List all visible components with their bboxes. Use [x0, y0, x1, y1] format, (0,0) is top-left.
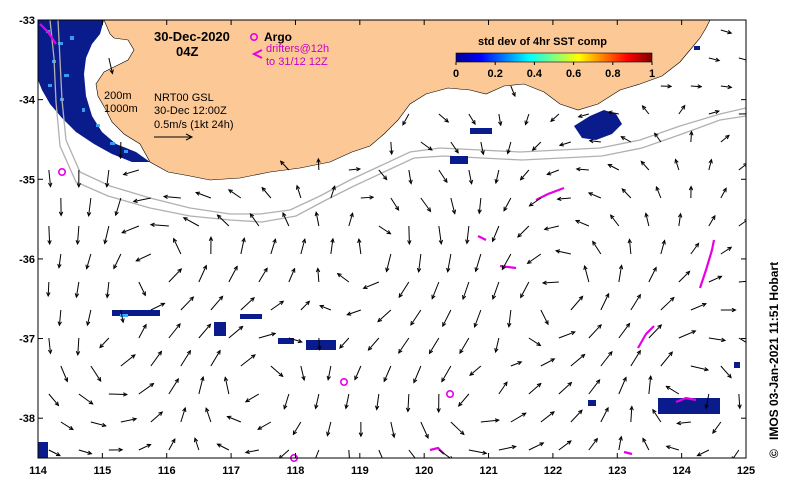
date-title: 30-Dec-2020 [154, 29, 230, 44]
x-tick-label: 121 [479, 465, 497, 477]
colorbar-gradient [456, 53, 652, 62]
credit-text: IMOS 03-Jan-2021 11:51 Hobart [767, 262, 781, 440]
copyright-symbol: © [767, 449, 781, 458]
current-vector [751, 30, 761, 34]
colorbar-title: std dev of 4hr SST comp [478, 36, 607, 48]
current-vector [751, 366, 758, 378]
colorbar-tick-label: 0.8 [605, 68, 620, 80]
drifter-legend-line2: to 31/12 12Z [266, 56, 328, 68]
x-tick-label: 124 [672, 465, 691, 477]
x-tick-label: 118 [287, 465, 305, 477]
x-tick-label: 125 [737, 465, 755, 477]
model-time: 30-Dec 12:00Z [154, 105, 227, 117]
colorbar-tick-label: 1 [649, 68, 655, 80]
x-tick-label: 117 [222, 465, 240, 477]
x-tick-label: 114 [29, 465, 48, 477]
x-tick-label: 120 [415, 465, 433, 477]
current-vector [751, 310, 764, 315]
current-vector [751, 192, 760, 198]
y-tick-label: -34 [19, 95, 36, 107]
current-vector [751, 86, 762, 89]
drifter-legend-line1: drifters@12h [266, 43, 329, 55]
colorbar-tick-label: 0 [453, 68, 459, 80]
colorbar-tick-label: 0.4 [527, 68, 543, 80]
colorbar-tick-label: 0.2 [488, 68, 503, 80]
current-vector [751, 250, 762, 254]
x-tick-label: 115 [93, 465, 111, 477]
isobath-label-1000: 1000m [104, 103, 138, 115]
y-tick-label: -36 [19, 254, 35, 266]
argo-label: Argo [264, 30, 292, 44]
x-tick-label: 123 [608, 465, 626, 477]
current-vector [751, 139, 761, 142]
vector-scale-label: 0.5m/s (1kt 24h) [154, 119, 233, 131]
isobath-label-200: 200m [104, 90, 132, 102]
y-tick-label: -38 [19, 413, 35, 425]
time-title: 04Z [176, 44, 198, 59]
model-label: NRT00 GSL [154, 92, 214, 104]
x-tick-label: 119 [351, 465, 369, 477]
y-tick-label: -33 [19, 15, 35, 27]
y-tick-label: -35 [19, 174, 35, 186]
current-vector [747, 422, 751, 435]
y-tick-label: -37 [19, 334, 35, 346]
credit-block: © IMOS 03-Jan-2021 11:51 Hobart [767, 262, 781, 458]
colorbar-tick-label: 0.6 [566, 68, 581, 80]
x-tick-label: 122 [544, 465, 562, 477]
x-tick-label: 116 [158, 465, 176, 477]
